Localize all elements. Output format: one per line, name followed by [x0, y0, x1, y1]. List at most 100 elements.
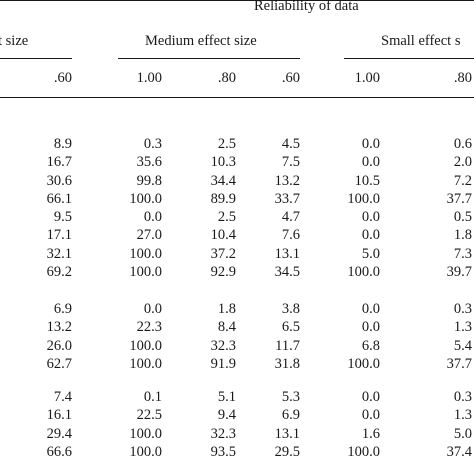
table-cell: 13.1: [274, 245, 300, 262]
table-cell: 4.7: [281, 209, 300, 225]
table-cell: 7.5: [281, 154, 300, 171]
table-cell: 16.1: [46, 407, 72, 424]
table-cell: 100.0: [129, 443, 162, 460]
table-cell: 100.0: [347, 443, 380, 460]
table-cell: 9.5: [53, 209, 72, 225]
column-header: .60: [281, 70, 300, 86]
table-cell: 3.8: [281, 301, 300, 317]
table-cell: 1.3: [453, 407, 472, 424]
table-cell: 0.1: [143, 389, 162, 405]
table-cell: 92.9: [210, 263, 236, 280]
reliability-header: Reliability of data: [254, 0, 359, 14]
small-effect-header: Small effect s: [381, 33, 461, 49]
column-header: .80: [217, 70, 236, 86]
column-header: .60: [53, 70, 72, 86]
table-cell: 16.7: [46, 154, 72, 171]
table-cell: 0.0: [361, 209, 380, 225]
table-cell: 10.4: [210, 227, 236, 244]
table-cell: 33.7: [274, 190, 300, 207]
table-cell: 0.3: [143, 136, 162, 152]
table-cell: 13.2: [46, 319, 72, 336]
table-cell: 7.2: [453, 172, 472, 189]
table-cell: 0.6: [453, 136, 472, 152]
column-header: .80: [453, 70, 472, 86]
table-cell: 0.0: [361, 319, 380, 336]
table-cell: 100.0: [347, 355, 380, 372]
table-cell: 5.0: [361, 245, 380, 262]
table-cell: 32.1: [46, 245, 72, 262]
table-cell: 62.7: [46, 355, 72, 372]
table-cell: 2.5: [217, 136, 236, 152]
table-cell: 10.3: [210, 154, 236, 171]
table-cell: 37.4: [446, 443, 472, 460]
column-header: 1.00: [136, 70, 162, 86]
table-cell: 22.3: [136, 319, 162, 336]
table-cell: 89.9: [210, 190, 236, 207]
table-cell: 6.9: [53, 301, 72, 317]
table-cell: 100.0: [129, 263, 162, 280]
small-effect-rule: [344, 58, 474, 59]
table-cell: 37.2: [210, 245, 236, 262]
table-cell: 26.0: [46, 337, 72, 354]
table-cell: 29.5: [274, 443, 300, 460]
table-cell: 39.7: [446, 263, 472, 280]
table-cell: 5.1: [217, 389, 236, 405]
table-cell: 30.6: [46, 172, 72, 189]
table-cell: 0.3: [453, 389, 472, 405]
table-cell: 32.3: [210, 337, 236, 354]
table-cell: 1.8: [453, 227, 472, 244]
table-cell: 100.0: [347, 190, 380, 207]
table-cell: 100.0: [129, 190, 162, 207]
table-cell: 100.0: [129, 337, 162, 354]
table-cell: 29.4: [46, 425, 72, 442]
table-cell: 100.0: [129, 425, 162, 442]
table-cell: 0.0: [361, 407, 380, 424]
table-cell: 2.0: [453, 154, 472, 171]
table-cell: 11.7: [275, 337, 300, 354]
table-cell: 27.0: [136, 227, 162, 244]
table-cell: 6.8: [361, 337, 380, 354]
table-cell: 22.5: [136, 407, 162, 424]
table-cell: 0.0: [361, 227, 380, 244]
table-cell: 91.9: [210, 355, 236, 372]
table-cell: 69.2: [46, 263, 72, 280]
large-effect-rule: [0, 58, 72, 59]
table-cell: 4.5: [281, 136, 300, 152]
table-cell: 34.5: [274, 263, 300, 280]
table-cell: 0.0: [143, 301, 162, 317]
table-cell: 0.0: [361, 301, 380, 317]
top-rule: [0, 0, 474, 1]
medium-effect-header: Medium effect size: [145, 33, 257, 49]
table-cell: 37.7: [446, 190, 472, 207]
table-cell: 100.0: [129, 245, 162, 262]
table-cell: 93.5: [210, 443, 236, 460]
large-effect-header: t size: [0, 33, 29, 49]
table-cell: 0.5: [453, 209, 472, 225]
table-cell: 13.2: [274, 172, 300, 189]
table-cell: 7.4: [53, 389, 72, 405]
table-cell: 9.4: [217, 407, 236, 424]
table-cell: 8.4: [217, 319, 236, 336]
table-cell: 37.7: [446, 355, 472, 372]
table-cell: 5.0: [453, 425, 472, 442]
table-cell: 34.4: [210, 172, 236, 189]
table-cell: 0.0: [143, 209, 162, 225]
table-cell: 5.4: [453, 337, 472, 354]
table-cell: 100.0: [129, 355, 162, 372]
table-cell: 13.1: [274, 425, 300, 442]
table-cell: 99.8: [136, 172, 162, 189]
table-cell: 0.3: [453, 301, 472, 317]
medium-effect-rule: [118, 58, 300, 59]
table-cell: 35.6: [136, 154, 162, 171]
table-cell: 32.3: [210, 425, 236, 442]
table-cell: 17.1: [46, 227, 72, 244]
table-cell: 8.9: [53, 136, 72, 152]
table-cell: 66.6: [46, 443, 72, 460]
table-cell: 31.8: [274, 355, 300, 372]
table-cell: 0.0: [361, 136, 380, 152]
column-header: 1.00: [354, 70, 380, 86]
column-header-rule: [0, 97, 474, 98]
table-cell: 7.6: [281, 227, 300, 244]
table-cell: 6.5: [281, 319, 300, 336]
table-cell: 0.0: [361, 389, 380, 405]
